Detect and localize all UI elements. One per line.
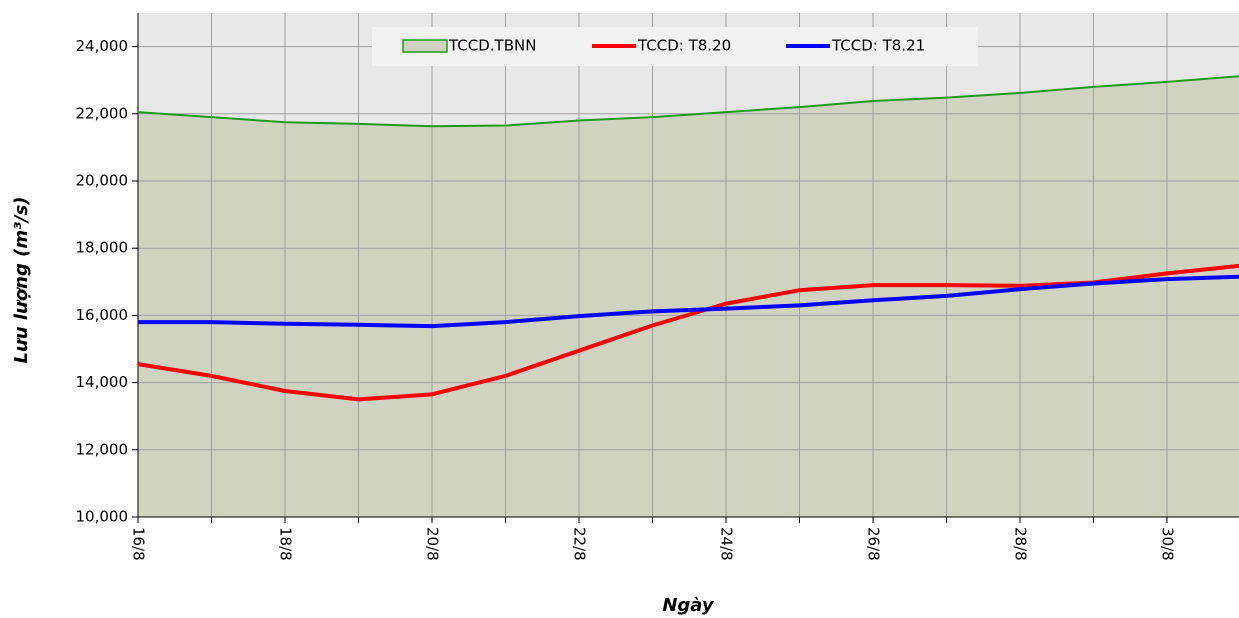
legend-box: [372, 27, 978, 66]
x-tick-label: 28/8: [1012, 527, 1030, 561]
y-tick-label: 16,000: [76, 306, 129, 324]
x-tick-label: 16/8: [130, 527, 148, 561]
y-tick-label: 10,000: [76, 508, 129, 526]
y-tick-label: 22,000: [76, 104, 129, 122]
area: [138, 76, 1239, 517]
y-tick-label: 20,000: [76, 172, 129, 190]
y-tick-label: 12,000: [76, 440, 129, 458]
y-tick-label: 14,000: [76, 373, 129, 391]
y-tick-label: 24,000: [76, 37, 129, 55]
y-tick-label: 18,000: [76, 239, 129, 257]
x-tick-label: 18/8: [277, 527, 295, 561]
legend-swatch: [402, 39, 448, 53]
x-tick-label: 22/8: [571, 527, 589, 561]
legend: TCCD.TBNN TCCD: T8.20 TCCD: T8.21: [372, 27, 978, 66]
y-axis-label: Lưu lượng (m³/s): [11, 196, 32, 363]
x-tick-label: 30/8: [1159, 527, 1177, 561]
line: [137, 75, 1239, 128]
x-tick-label: 26/8: [865, 527, 883, 561]
legend-label: TCCD.TBNN: [448, 37, 536, 55]
line: [138, 274, 1239, 329]
legend-label: TCCD: T8.21: [831, 37, 925, 55]
x-axis-label: Ngày: [662, 595, 715, 616]
line: [137, 263, 1239, 402]
x-tick-label: 20/8: [424, 527, 442, 561]
x-tick-label: 24/8: [718, 527, 736, 561]
legend-label: TCCD: T8.20: [637, 37, 731, 55]
